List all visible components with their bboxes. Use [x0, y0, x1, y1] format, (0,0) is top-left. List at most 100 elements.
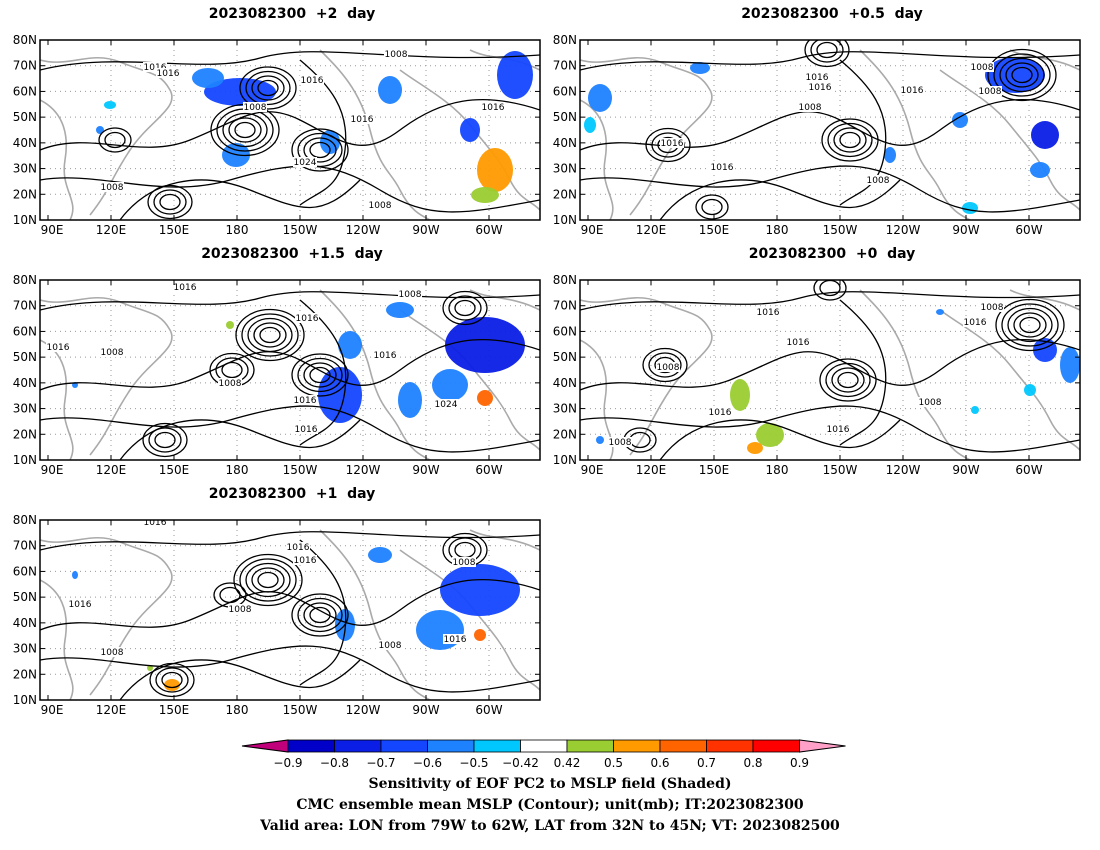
contour-label-bg — [350, 114, 374, 124]
sensitivity-shading — [747, 442, 763, 454]
colorbar-swatch — [287, 739, 335, 753]
colorbar-label: 0.5 — [604, 756, 623, 770]
isobar-contour — [839, 299, 887, 446]
lon-tick-label: 180 — [226, 703, 249, 717]
contour-label-bg — [100, 647, 124, 657]
pressure-center-contour — [442, 290, 488, 326]
map-background — [40, 280, 540, 460]
lon-tick-label: 150E — [159, 463, 190, 477]
contour-label: 1016 — [144, 518, 167, 528]
contour-label: 1008 — [229, 605, 252, 615]
contour-label: 1016 — [351, 115, 374, 125]
contour-label-bg — [295, 313, 319, 323]
lon-tick-label: 150W — [283, 703, 318, 717]
contour-label-bg — [900, 85, 924, 95]
contour-label-bg — [656, 362, 680, 372]
pressure-center-contour — [241, 313, 299, 357]
lat-tick-label: 60N — [13, 84, 37, 98]
coastline — [40, 56, 173, 216]
pressure-center-contour — [153, 189, 187, 215]
lon-tick-label: 60W — [1015, 223, 1042, 237]
colorbar-left-triangle — [241, 739, 289, 753]
pressure-center-contour — [819, 358, 877, 402]
pressure-center-contour — [235, 308, 305, 362]
colorbar-label: −0.9 — [273, 756, 302, 770]
contour-label: 1016 — [787, 338, 810, 348]
pressure-center-contour — [257, 571, 279, 589]
coastline — [859, 49, 971, 220]
contour-label-bg — [708, 407, 732, 417]
lat-tick-label: 80N — [13, 273, 37, 287]
contour-label: 1008 — [101, 648, 124, 658]
lat-tick-label: 10N — [13, 453, 37, 467]
pressure-center-contour — [1007, 307, 1053, 343]
pressure-center-contour — [147, 184, 193, 220]
pressure-center-contour — [454, 299, 476, 317]
pressure-center-contour — [219, 586, 241, 604]
isobar-contour — [839, 59, 887, 206]
contour-label: 1008 — [379, 641, 402, 651]
contour-label: 1008 — [799, 103, 822, 113]
contour-label-bg — [384, 49, 408, 59]
lon-tick-label: 150E — [699, 223, 730, 237]
sensitivity-shading — [588, 84, 612, 112]
contour-label-bg — [293, 395, 317, 405]
colorbar-swatch — [520, 739, 568, 753]
sensitivity-shading — [440, 564, 520, 616]
sensitivity-shading — [730, 379, 750, 411]
pressure-center-contour — [813, 280, 847, 301]
lon-tick-label: 120E — [96, 463, 127, 477]
lon-tick-label: 150E — [699, 463, 730, 477]
contour-label: 1008 — [453, 558, 476, 568]
lat-tick-label: 30N — [13, 162, 37, 176]
sensitivity-shading — [596, 436, 604, 444]
colorbar-swatch — [613, 739, 661, 753]
pressure-center-contour — [239, 558, 297, 602]
lon-tick-label: 150W — [283, 463, 318, 477]
contour-label-bg — [46, 342, 70, 352]
sensitivity-shading — [432, 369, 468, 401]
contour-label-bg — [786, 337, 810, 347]
contour-label-bg — [398, 289, 422, 299]
contour-label-bg — [156, 68, 180, 78]
colorbar-swatch — [473, 739, 521, 753]
contour-label-bg — [481, 102, 505, 112]
isobar-contour — [119, 419, 361, 460]
pressure-center-contour — [297, 597, 343, 633]
sensitivity-shading — [497, 51, 533, 99]
contour-label: 1016 — [287, 543, 310, 553]
contour-label-bg — [228, 604, 252, 614]
isobar-contour — [299, 299, 347, 446]
coastline — [469, 529, 540, 551]
lat-tick-label: 20N — [13, 667, 37, 681]
pressure-center-contour — [221, 361, 243, 379]
pressure-center-contour — [999, 57, 1045, 93]
colorbar-label: 0.8 — [743, 756, 762, 770]
pressure-center-contour — [701, 198, 723, 216]
map-frame — [579, 279, 1081, 461]
lon-tick-label: 180 — [226, 463, 249, 477]
contour-label-bg — [300, 75, 324, 85]
contour-label-bg — [963, 317, 987, 327]
isobar-contour — [40, 531, 540, 551]
pressure-center-contour — [303, 137, 337, 163]
contour-label: 1016 — [374, 351, 397, 361]
isobar-contour — [40, 99, 540, 151]
pressure-center-contour — [291, 593, 349, 637]
pressure-center-contour — [149, 662, 195, 698]
sensitivity-shading — [147, 665, 153, 671]
contour-label: 1024 — [294, 158, 317, 168]
contour-label: 1016 — [709, 408, 732, 418]
map-body: 1016 1008 1016 1016 1008 1016 1016 1008 1008 — [580, 280, 1080, 460]
sensitivity-shading — [985, 57, 1045, 93]
sensitivity-shading — [474, 629, 486, 641]
lat-tick-label: 80N — [553, 273, 577, 287]
lat-tick-label: 30N — [13, 402, 37, 416]
coastline — [319, 49, 431, 220]
contour-label: 1008 — [219, 379, 242, 389]
pressure-center-contour — [297, 132, 343, 168]
lat-tick-label: 70N — [553, 59, 577, 73]
coastline — [319, 289, 431, 460]
sensitivity-shading — [104, 101, 116, 109]
sensitivity-shading — [164, 679, 180, 691]
